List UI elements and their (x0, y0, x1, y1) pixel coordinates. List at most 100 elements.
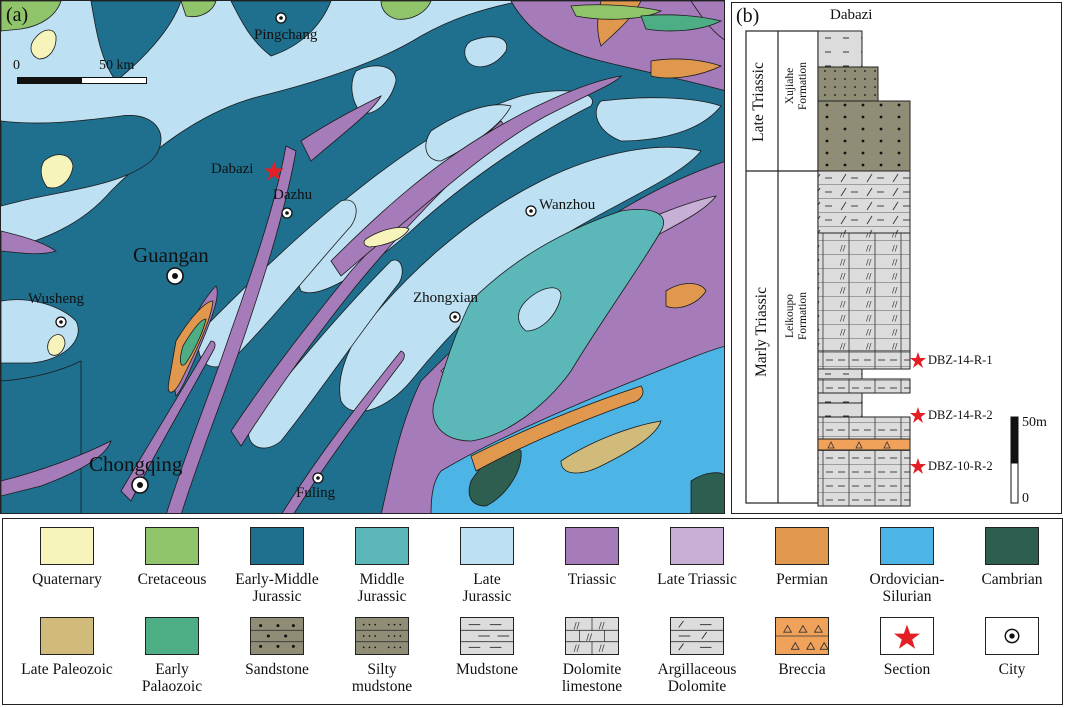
geological-map: (a) 0 50 km Pingchang Dabazi Dazhu Wanzh… (0, 0, 725, 514)
legend-item: City (960, 617, 1062, 678)
legend-label: Ordovician- Silurian (869, 571, 945, 605)
sample-star-icon-1 (910, 352, 926, 368)
city-label-guangan: Guangan (133, 243, 209, 267)
legend-item: Ordovician- Silurian (855, 527, 959, 605)
city-label-wusheng: Wusheng (28, 291, 85, 307)
city-marker-fuling (312, 472, 324, 484)
legend-swatch (355, 527, 409, 565)
legend-label: Late Paleozoic (21, 661, 113, 678)
sample-label-3: DBZ-10-R-2 (928, 459, 993, 473)
period-label-upper: Late Triassic (750, 62, 767, 142)
city-label-wanzhou: Wanzhou (539, 197, 596, 213)
scale-start-label: 0 (13, 58, 20, 73)
section-label-dabazi: Dabazi (211, 161, 254, 177)
legend-label: Argillaceous Dolomite (657, 661, 737, 695)
legend-label: Sandstone (245, 661, 309, 678)
layer-sandstone (817, 100, 911, 172)
map-geology-layers (1, 1, 724, 513)
period-label-lower: Marly Triassic (753, 287, 770, 377)
legend-item: Early-Middle Jurassic (225, 527, 329, 605)
stratigraphic-column: // (745, 30, 1019, 507)
legend-swatch (145, 617, 199, 655)
legend-label: Early-Middle Jurassic (235, 571, 319, 605)
legend-label: City (998, 661, 1026, 678)
column-scale-black (1010, 416, 1019, 464)
sample-label-2: DBZ-14-R-2 (928, 408, 993, 422)
legend-item: Cretaceous (120, 527, 224, 588)
legend-label: Early Palaozoic (141, 661, 203, 695)
city-marker-guangan (166, 267, 184, 285)
legend-swatch (250, 527, 304, 565)
svg-text://: // (599, 621, 605, 631)
legend-item: Quaternary (15, 527, 119, 588)
city-marker-dazhu (281, 207, 293, 219)
legend-item: Early Palaozoic (120, 617, 224, 695)
panel-b-label: (b) (736, 5, 760, 27)
legend-swatch (40, 527, 94, 565)
legend-label: Mudstone (456, 661, 518, 678)
map-legend: Quaternary Cretaceous Early-Middle Jurassi… (2, 518, 1063, 705)
legend-label: Late Jurassic (462, 571, 512, 605)
legend-item: Middle Jurassic (330, 527, 434, 605)
legend-swatch (985, 527, 1039, 565)
quaternary-patch (30, 29, 57, 60)
city-label-fuling: Fuling (296, 485, 336, 501)
legend-swatch (880, 527, 934, 565)
legend-label: Permian (776, 571, 828, 588)
legend-swatch (775, 527, 829, 565)
column-title: Dabazi (830, 7, 873, 23)
city-label-dazhu: Dazhu (273, 187, 313, 203)
legend-item: Section (855, 617, 959, 678)
panel-a-label: (a) (6, 4, 29, 26)
layer-dolomite-base (817, 449, 911, 507)
legend-item: Late Triassic (645, 527, 749, 588)
legend-label: Cambrian (981, 571, 1043, 588)
layer-mudstone-1 (817, 350, 911, 370)
layer-dolomite-limestone (817, 232, 911, 352)
layer-argillaceous-dolomite (817, 170, 911, 234)
svg-text://: // (574, 621, 580, 631)
legend-item: // // // // // Dolomite limestone (540, 617, 644, 695)
legend-item: Cambrian (960, 527, 1062, 588)
svg-text://: // (574, 644, 580, 654)
legend-label: Dolomite limestone (561, 661, 623, 695)
column-scale-white (1010, 462, 1019, 504)
layer-silty-mudstone (817, 66, 879, 102)
legend-item: Late Jurassic (435, 527, 539, 605)
legend-item: Sandstone (225, 617, 329, 678)
sandstone-pattern (250, 617, 304, 655)
legend-item: Permian (750, 527, 854, 588)
legend-swatch (40, 617, 94, 655)
legend-label: Silty mudstone (351, 661, 413, 695)
legend-label: Middle Jurassic (357, 571, 407, 605)
sample-star-icon-2 (910, 407, 926, 423)
legend-swatch (565, 527, 619, 565)
sample-label-1: DBZ-14-R-1 (928, 353, 993, 367)
stratigraphic-column-panel: (b) Dabazi // (731, 2, 1062, 514)
legend-label: Cretaceous (137, 571, 207, 588)
formation-label-upper: Xujiahe Formation (784, 62, 809, 110)
layer-mudstone-4 (817, 392, 863, 404)
city-dot-icon (985, 617, 1039, 655)
city-marker-wusheng (55, 316, 67, 328)
scale-end-label: 50 km (99, 58, 135, 73)
city-label-chongqing: Chongqing (89, 452, 183, 476)
city-markers (55, 12, 537, 494)
legend-swatch (145, 527, 199, 565)
legend-label: Breccia (778, 661, 826, 678)
city-marker-pingchang (275, 12, 287, 24)
svg-text://: // (599, 644, 605, 654)
silty-mudstone-pattern (355, 617, 409, 655)
legend-label: Late Triassic (657, 571, 737, 588)
layer-dolomite-lower (817, 416, 911, 440)
city-label-zhongxian: Zhongxian (413, 290, 478, 306)
dabazi-section-star-icon (264, 161, 284, 181)
legend-item: Triassic (540, 527, 644, 588)
legend-item: Silty mudstone (330, 617, 434, 695)
city-marker-chongqing (131, 476, 149, 494)
formation-label-lower: Leikoupo Formation (784, 292, 809, 340)
legend-label: Quaternary (32, 571, 102, 588)
layer-mudstone-2 (817, 368, 863, 380)
layer-mudstone-top (817, 30, 863, 68)
column-scale-top-label: 50m (1022, 415, 1047, 430)
